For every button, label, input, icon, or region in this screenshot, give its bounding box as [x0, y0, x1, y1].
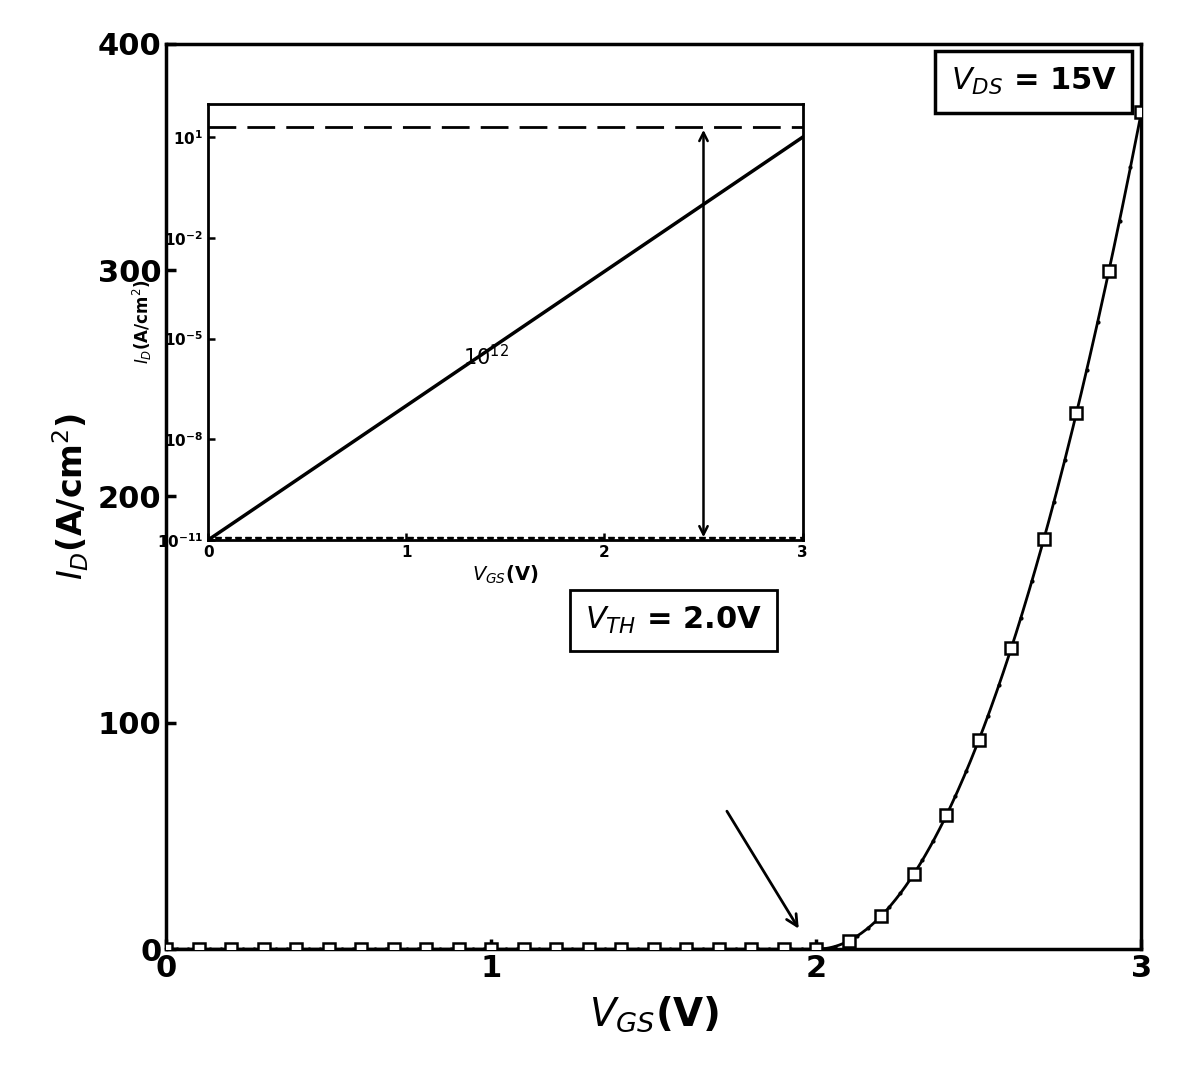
- Text: $V_{DS}$ = 15V: $V_{DS}$ = 15V: [951, 67, 1116, 97]
- X-axis label: $V_{GS}$(V): $V_{GS}$(V): [472, 564, 539, 586]
- Y-axis label: $I_D$(A/cm$^2$): $I_D$(A/cm$^2$): [131, 279, 155, 364]
- X-axis label: $V_{GS}$(V): $V_{GS}$(V): [589, 994, 719, 1034]
- Y-axis label: $I_D$(A/cm$^2$): $I_D$(A/cm$^2$): [50, 412, 90, 580]
- Text: $V_{TH}$ = 2.0V: $V_{TH}$ = 2.0V: [585, 606, 762, 636]
- Text: $10^{12}$: $10^{12}$: [463, 344, 509, 369]
